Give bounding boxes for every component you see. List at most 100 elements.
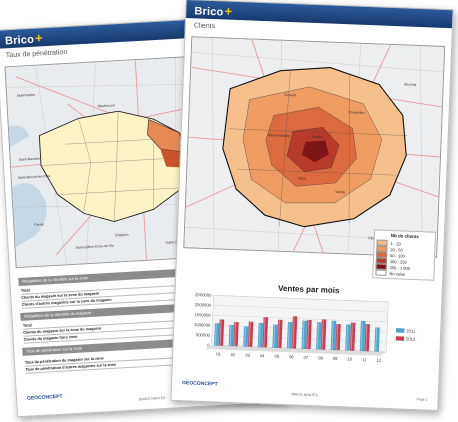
bar-2012 [233,321,239,347]
bar-2011 [330,320,337,351]
x-tick-label: 07 [304,355,310,360]
geoconcept-logo: GEOCONCEPT [181,380,218,388]
page-title: Clients [193,22,216,31]
legend-swatch-2011 [396,328,405,333]
legend-title: Nb de clients [390,233,419,240]
map-legend: Nb de clients 1 - 20 20 - 50 50 - 100 10… [372,229,437,281]
bar-highlight [273,324,276,348]
bar-highlight [306,319,310,349]
bar-2012 [364,323,371,352]
map-label: Challans [115,233,129,238]
y-tick-label: 2500000 [195,292,212,298]
x-tick-label: 10 [347,356,353,361]
map-label: Pornic [34,222,44,227]
bar-2011 [272,324,278,348]
brico-logo: Brico+ [194,3,233,19]
bar-2011 [374,327,380,352]
x-tick-label: 09 [333,356,339,361]
gridline [213,305,388,313]
map-label: Orvault [284,93,295,97]
bar-2011 [286,322,293,349]
y-tick-label: 1500000 [194,312,211,318]
clients-map: Nantes Saint-Herblain Rezé Vertou Carque… [183,36,446,258]
bar-2011 [214,323,220,346]
bar-2011 [359,320,366,352]
y-tick-label: 1000000 [194,322,211,328]
gridline [211,335,387,343]
map-label: Carquefou [348,110,364,115]
gridline [212,315,388,323]
bar-highlight [360,320,363,352]
page-number: Page 1 [416,397,428,402]
footer-text: BRICO NANTES [291,392,318,398]
bar-2012 [320,319,327,350]
x-tick-label: 08 [318,355,324,360]
bar-2012 [349,322,356,351]
map-label: Saint-Nazaire [19,157,40,162]
bar-highlight [219,319,222,346]
map-label: Saint-Herblain [268,133,290,138]
report-page-clients: Brico+ Clients [170,0,454,411]
map-label: Ancenis [404,82,417,86]
bar-2012 [247,321,254,347]
bar-highlight [248,321,251,347]
bar-2012 [218,319,225,346]
bar-highlight [277,319,281,348]
bar-highlight [346,324,349,351]
legend-label: 2011 [406,328,416,333]
page-header: Brico+ [186,0,453,29]
bar-highlight [244,326,246,347]
bar-highlight [302,320,305,349]
bar-highlight [292,316,295,349]
bar-2011 [345,324,351,351]
bar-highlight [331,320,334,350]
x-tick-label: 06 [289,354,295,359]
bar-2012 [335,323,341,351]
map-label: Machecoul [98,103,115,108]
page-title: Taux de pénétration [5,48,68,60]
x-tick-label: 05 [274,354,280,359]
legend-swatch [375,269,387,276]
sales-bar-chart: 2500000 2000000 1500000 1000000 500000 0 01 02 0… [194,292,416,363]
bar-2012 [276,319,283,349]
map-label: Saint-Brevin-les-Pins [18,174,51,180]
x-tick-label: 01 [216,351,222,356]
legend-label: 2012 [406,336,416,341]
brico-logo: Brico+ [4,30,44,48]
map-label: Saint-Gilles-Croix-de-Vie [76,244,115,250]
legend-item: No value [375,269,431,277]
legend-swatch-2012 [395,336,405,341]
gridline [212,325,388,333]
map-label: Rezé [298,176,306,180]
gridline [213,295,389,303]
bar-highlight [234,322,237,347]
x-tick-label: 11 [362,357,367,362]
x-tick-label: 03 [245,353,251,358]
bar-2012 [291,316,298,349]
x-tick-label: 04 [260,353,266,358]
bar-highlight [229,324,232,346]
bar-2011 [301,320,308,350]
bar-highlight [287,322,290,349]
gridline [211,345,387,353]
y-tick-label: 500000 [196,332,211,338]
bar-2011 [257,322,264,348]
bar-highlight [365,324,368,352]
bar-highlight [336,324,339,351]
bar-2012 [306,319,312,350]
bar-highlight [263,317,266,348]
map-label: Nantes [312,135,323,139]
bar-highlight [316,322,320,350]
x-tick-label: 02 [231,352,237,357]
geoconcept-logo: GEOCONCEPT [26,393,63,402]
y-tick-label: 0 [207,343,210,348]
map-label: Vertou [335,190,345,194]
y-tick-label: 2000000 [195,302,212,308]
map-label: Noirmoutier [17,93,36,98]
bar-2011 [316,322,322,350]
bar-highlight [375,327,378,352]
bar-2011 [228,324,234,347]
bar-highlight [258,323,261,348]
bar-2012 [262,317,269,348]
bar-2011 [243,326,249,347]
